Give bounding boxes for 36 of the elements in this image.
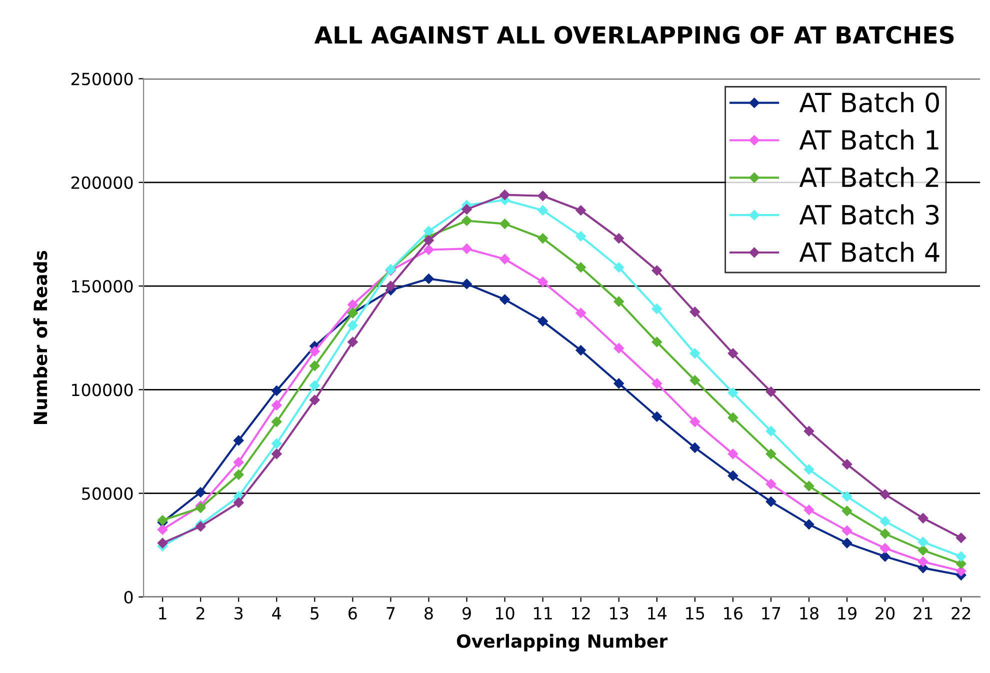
x-tick-label: 9	[462, 606, 471, 620]
x-tick-label: 19	[838, 606, 856, 620]
y-tick-label: 200000	[71, 176, 133, 189]
legend-label: AT Batch 3	[799, 204, 939, 225]
x-tick-label: 14	[648, 607, 667, 620]
y-tick-label: 50000	[82, 487, 133, 500]
x-tick-label: 2	[196, 606, 204, 620]
x-tick-label: 16	[724, 606, 742, 620]
x-tick-label: 13	[610, 606, 628, 620]
y-tick-label: 150000	[72, 280, 133, 293]
x-tick-label: 12	[572, 606, 590, 620]
x-axis-title: Overlapping Number	[456, 634, 668, 652]
x-tick-label: 1	[159, 607, 166, 620]
x-tick-label: 17	[762, 607, 780, 620]
legend-label: AT Batch 0	[799, 92, 939, 112]
legend-label: AT Batch 1	[799, 129, 938, 150]
y-axis-title: Number of Reads	[33, 250, 48, 424]
x-tick-label: 15	[686, 607, 704, 620]
x-tick-label: 10	[496, 606, 514, 620]
x-tick-label: 3	[234, 606, 243, 620]
x-tick-label: 18	[800, 606, 818, 620]
x-tick-label: 22	[952, 606, 970, 620]
x-tick-label: 20	[876, 606, 895, 620]
x-tick-label: 21	[914, 606, 932, 620]
y-tick-label: 250000	[71, 72, 133, 86]
x-tick-label: 4	[272, 607, 282, 620]
legend-label: AT Batch 4	[799, 242, 940, 262]
x-tick-label: 6	[348, 606, 357, 620]
x-tick-label: 11	[534, 607, 552, 620]
x-tick-label: 5	[310, 607, 319, 620]
x-tick-label: 7	[386, 607, 395, 620]
x-tick-label: 8	[424, 606, 433, 620]
legend-label: AT Batch 2	[799, 166, 938, 188]
y-tick-label: 0	[124, 590, 133, 604]
chart-title: ALL AGAINST ALL OVERLAPPING OF AT BATCHES	[314, 26, 954, 44]
y-tick-label: 100000	[72, 384, 133, 396]
